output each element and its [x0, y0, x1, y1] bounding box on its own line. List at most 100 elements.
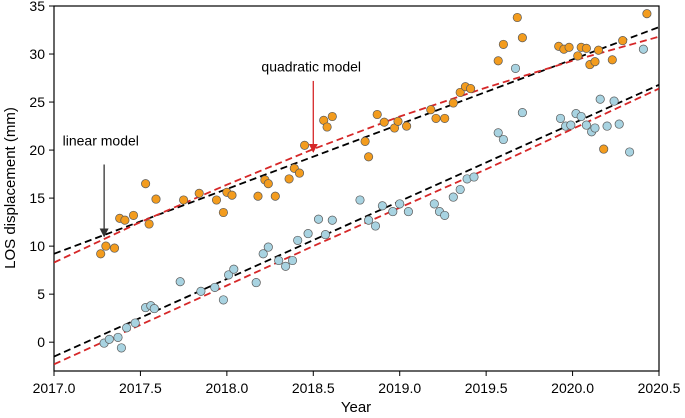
- orange-point: [141, 179, 151, 189]
- blue-point: [218, 295, 228, 305]
- quadratic-fit-lower-line: [54, 87, 659, 366]
- blue-point: [258, 249, 268, 259]
- linear-model-label: linear model: [63, 132, 139, 148]
- y-tick-label: 20: [29, 142, 45, 158]
- orange-point: [466, 84, 476, 94]
- linear-fit-upper-line: [54, 26, 659, 255]
- blue-point: [403, 207, 413, 217]
- orange-point: [263, 179, 273, 189]
- blue-point: [175, 277, 185, 287]
- x-tick-label: 2020.5: [638, 380, 681, 396]
- blue-point: [625, 147, 635, 157]
- orange-point: [211, 195, 222, 205]
- orange-point: [393, 116, 403, 126]
- blue-point: [113, 332, 123, 342]
- y-axis-title: LOS displacement (mm): [2, 107, 19, 269]
- orange-point: [512, 12, 522, 23]
- orange-point: [284, 174, 294, 184]
- blue-point: [303, 229, 313, 239]
- y-tick-label: 10: [29, 238, 45, 254]
- x-axis-title: Year: [341, 399, 371, 416]
- y-axis: 0 5 10 15 20 25 30 35: [29, 0, 54, 350]
- orange-point: [564, 42, 574, 52]
- orange-point: [101, 241, 111, 251]
- orange-point: [179, 195, 189, 205]
- orange-point: [322, 122, 332, 132]
- orange-point: [593, 45, 604, 55]
- blue-point: [590, 123, 600, 133]
- orange-point: [590, 57, 600, 67]
- y-tick-label: 5: [37, 286, 45, 302]
- orange-point: [360, 136, 370, 146]
- blue-point: [274, 255, 284, 266]
- blue-point: [196, 286, 206, 296]
- blue-point: [149, 304, 159, 314]
- blue-point: [388, 207, 398, 217]
- orange-point: [151, 194, 161, 204]
- blue-point: [581, 120, 591, 130]
- orange-point: [109, 243, 120, 253]
- y-tick-label: 35: [29, 0, 45, 14]
- quadratic-fit-upper-line: [54, 35, 659, 264]
- orange-point: [642, 9, 652, 19]
- blue-point: [395, 199, 405, 209]
- orange-point: [581, 43, 591, 53]
- blue-point: [555, 113, 566, 123]
- orange-point: [618, 36, 628, 46]
- blue-point: [355, 195, 365, 205]
- blue-point: [229, 264, 239, 274]
- blue-point: [638, 44, 648, 54]
- annotations: linear model quadratic model: [63, 58, 361, 238]
- blue-point: [287, 255, 298, 266]
- x-tick-label: 2019.5: [465, 380, 508, 396]
- blue-point: [566, 120, 576, 130]
- x-tick-label: 2019.0: [378, 380, 421, 396]
- orange-point: [455, 87, 465, 97]
- blue-point: [602, 121, 612, 131]
- blue-point: [210, 282, 220, 292]
- orange-point: [426, 105, 436, 115]
- orange-point: [517, 33, 527, 43]
- blue-point: [448, 192, 458, 202]
- orange-point: [300, 140, 310, 150]
- blue-point: [364, 215, 374, 225]
- blue-point: [510, 63, 521, 73]
- blue-point: [429, 199, 439, 209]
- blue-point: [263, 242, 273, 252]
- blue-point: [224, 270, 234, 280]
- x-tick-label: 2020.0: [551, 380, 594, 396]
- blue-point: [493, 128, 503, 138]
- y-tick-label: 25: [29, 94, 45, 110]
- blue-point: [440, 210, 450, 220]
- orange-point: [96, 249, 106, 259]
- orange-point: [218, 207, 228, 218]
- orange-point: [120, 215, 130, 225]
- orange-point: [498, 39, 508, 49]
- blue-point: [614, 119, 624, 129]
- blue-point: [313, 214, 324, 224]
- orange-point: [227, 190, 237, 200]
- blue-point: [498, 134, 508, 145]
- x-tick-label: 2017.0: [33, 380, 76, 396]
- orange-point: [253, 191, 263, 201]
- y-tick-label: 30: [29, 46, 45, 62]
- blue-point: [293, 235, 303, 245]
- x-axis: 2017.0 2017.5 2018.0 2018.5 2019.0 2019.5 2020…: [33, 371, 681, 396]
- orange-point: [144, 219, 154, 229]
- orange-point: [194, 188, 204, 198]
- blue-point: [609, 96, 619, 106]
- blue-point: [576, 111, 586, 122]
- orange-point: [493, 56, 503, 66]
- blue-point: [469, 172, 479, 182]
- blue-point: [116, 343, 126, 353]
- orange-point: [607, 55, 617, 65]
- orange-point: [573, 51, 583, 61]
- orange-point: [128, 210, 139, 220]
- orange-point: [440, 113, 450, 123]
- blue-point: [377, 201, 387, 211]
- y-tick-label: 0: [37, 334, 45, 350]
- blue-point: [320, 230, 330, 240]
- blue-point: [251, 278, 261, 288]
- orange-point: [599, 144, 609, 154]
